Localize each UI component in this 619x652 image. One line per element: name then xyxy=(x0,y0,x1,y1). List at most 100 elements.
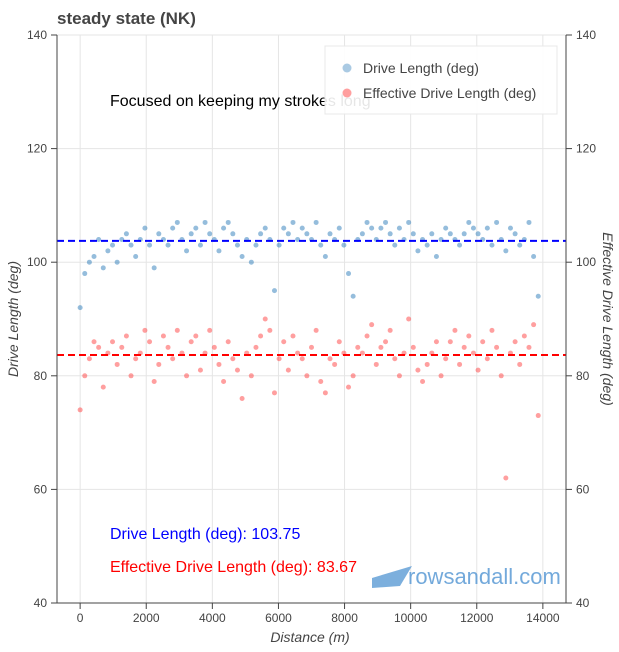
point-drive xyxy=(285,231,291,237)
point-effective xyxy=(119,344,125,350)
point-drive xyxy=(100,265,106,271)
point-drive xyxy=(322,254,328,260)
point-drive xyxy=(318,242,324,248)
y-tick-label-right: 140 xyxy=(576,28,596,42)
point-effective xyxy=(290,333,296,339)
point-effective xyxy=(197,367,203,373)
point-effective xyxy=(521,333,527,339)
y-tick-label: 120 xyxy=(27,142,47,156)
point-effective xyxy=(452,327,458,333)
point-effective xyxy=(484,356,490,362)
point-drive xyxy=(447,231,453,237)
point-drive xyxy=(221,225,227,231)
point-effective xyxy=(304,373,310,379)
point-effective xyxy=(424,361,430,367)
point-effective xyxy=(267,327,273,333)
point-drive xyxy=(387,231,393,237)
point-effective xyxy=(369,322,375,328)
annotation: Focused on keeping my strokes long xyxy=(110,93,371,110)
point-effective xyxy=(313,327,319,333)
point-effective xyxy=(207,327,213,333)
point-effective xyxy=(193,333,199,339)
point-drive xyxy=(248,259,254,265)
point-drive xyxy=(290,219,296,225)
point-effective xyxy=(346,384,352,390)
point-effective xyxy=(309,344,314,350)
point-drive xyxy=(433,254,439,260)
point-drive xyxy=(512,231,518,237)
point-drive xyxy=(165,242,171,248)
point-effective xyxy=(156,361,162,367)
point-effective xyxy=(535,413,541,419)
point-drive xyxy=(346,271,352,277)
point-effective xyxy=(142,327,148,333)
y-tick-label: 100 xyxy=(27,255,47,269)
point-drive xyxy=(369,225,375,231)
point-drive xyxy=(406,219,412,225)
point-drive xyxy=(503,248,509,254)
point-effective xyxy=(489,327,495,333)
point-drive xyxy=(114,259,120,265)
point-effective xyxy=(406,316,412,322)
point-drive xyxy=(396,225,402,231)
point-effective xyxy=(170,356,176,362)
point-effective xyxy=(498,373,504,379)
point-drive xyxy=(392,242,398,248)
point-effective xyxy=(295,350,301,356)
legend-marker-drive xyxy=(342,63,352,73)
watermark-text: rowsandall.com xyxy=(408,564,561,589)
point-effective xyxy=(230,356,236,362)
point-effective xyxy=(447,339,453,345)
point-effective xyxy=(494,344,500,350)
point-drive xyxy=(281,225,287,231)
point-effective xyxy=(503,475,509,481)
point-drive xyxy=(276,242,282,248)
y-tick-label-right: 40 xyxy=(576,596,590,610)
point-drive xyxy=(197,242,203,248)
point-drive xyxy=(383,219,389,225)
point-drive xyxy=(193,225,199,231)
point-effective xyxy=(299,356,305,362)
point-effective xyxy=(82,373,88,379)
point-effective xyxy=(147,339,153,345)
point-effective xyxy=(211,344,217,350)
point-drive xyxy=(364,219,370,225)
point-drive xyxy=(484,225,490,231)
point-effective xyxy=(253,344,259,350)
x-tick-label: 10000 xyxy=(394,611,428,625)
point-drive xyxy=(350,293,356,299)
x-tick-label: 12000 xyxy=(460,611,494,625)
legend: Drive Length (deg) Effective Drive Lengt… xyxy=(324,45,558,115)
point-effective xyxy=(114,361,120,367)
point-effective xyxy=(276,356,282,362)
point-drive xyxy=(151,265,157,271)
point-drive xyxy=(258,231,264,237)
point-effective xyxy=(110,339,116,345)
point-effective xyxy=(392,356,398,362)
point-drive xyxy=(531,254,537,260)
point-effective xyxy=(271,390,277,396)
point-effective xyxy=(480,339,486,345)
point-effective xyxy=(262,316,268,322)
legend-label-effective: Effective Drive Length (deg) xyxy=(363,85,536,101)
point-drive xyxy=(517,242,523,248)
point-drive xyxy=(123,231,129,237)
point-drive xyxy=(526,219,532,225)
point-drive xyxy=(253,242,259,248)
point-effective xyxy=(165,344,171,350)
point-drive xyxy=(295,236,301,242)
point-effective xyxy=(160,333,166,339)
point-effective xyxy=(248,373,254,379)
point-effective xyxy=(475,367,481,373)
point-drive xyxy=(299,225,305,231)
point-effective xyxy=(336,339,342,345)
mean-label-effective: Effective Drive Length (deg): 83.67 xyxy=(110,559,357,576)
chart-title: steady state (NK) xyxy=(57,9,196,28)
y-tick-label: 60 xyxy=(34,482,48,496)
y-tick-label: 40 xyxy=(34,596,48,610)
point-drive xyxy=(216,248,222,254)
x-tick-label: 14000 xyxy=(526,611,560,625)
point-drive xyxy=(470,225,476,231)
point-effective xyxy=(470,350,476,356)
y-tick-label: 80 xyxy=(34,369,48,383)
